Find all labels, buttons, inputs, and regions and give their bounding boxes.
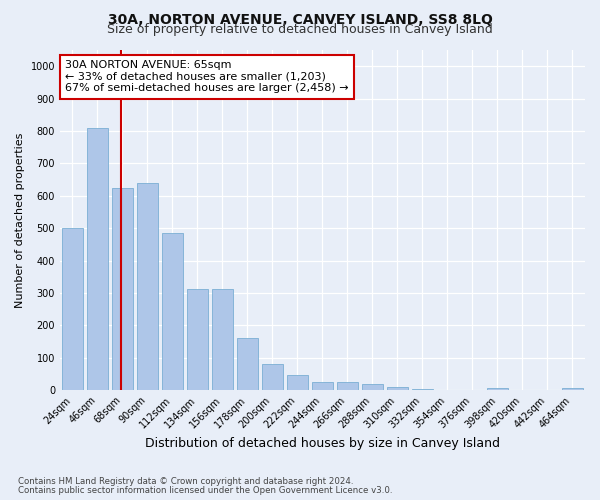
Bar: [137, 183, 158, 390]
Bar: [212, 289, 233, 390]
Bar: [312, 382, 333, 390]
Bar: [387, 386, 408, 390]
Bar: [87, 128, 108, 390]
Bar: [62, 228, 83, 390]
Text: 30A, NORTON AVENUE, CANVEY ISLAND, SS8 8LQ: 30A, NORTON AVENUE, CANVEY ISLAND, SS8 8…: [107, 12, 493, 26]
Bar: [412, 388, 433, 390]
Bar: [562, 388, 583, 390]
Bar: [287, 375, 308, 390]
Bar: [362, 384, 383, 390]
Bar: [237, 338, 258, 390]
Bar: [487, 388, 508, 390]
Bar: [162, 233, 183, 390]
Text: Contains HM Land Registry data © Crown copyright and database right 2024.: Contains HM Land Registry data © Crown c…: [18, 478, 353, 486]
X-axis label: Distribution of detached houses by size in Canvey Island: Distribution of detached houses by size …: [145, 437, 500, 450]
Text: 30A NORTON AVENUE: 65sqm
← 33% of detached houses are smaller (1,203)
67% of sem: 30A NORTON AVENUE: 65sqm ← 33% of detach…: [65, 60, 349, 94]
Bar: [262, 364, 283, 390]
Text: Size of property relative to detached houses in Canvey Island: Size of property relative to detached ho…: [107, 22, 493, 36]
Text: Contains public sector information licensed under the Open Government Licence v3: Contains public sector information licen…: [18, 486, 392, 495]
Bar: [112, 188, 133, 390]
Y-axis label: Number of detached properties: Number of detached properties: [15, 132, 25, 308]
Bar: [337, 382, 358, 390]
Bar: [187, 289, 208, 390]
